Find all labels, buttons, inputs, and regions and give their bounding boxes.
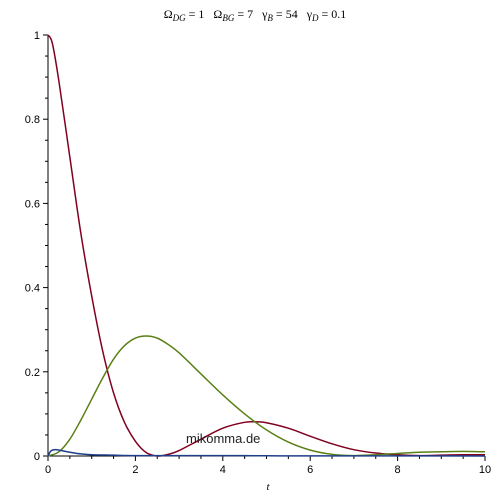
axes: 0 2 4 6 8 10 0 0.2 0.4 0.6 0.8 1	[25, 30, 491, 476]
watermark-annotation: mikomma.de	[186, 431, 260, 446]
y-tick-label: 0.6	[25, 198, 40, 210]
x-axis-label: t	[266, 481, 270, 493]
series-line-3	[47, 448, 486, 457]
title-value: = 54	[273, 7, 298, 21]
title-subscript: BG	[222, 13, 234, 23]
title-symbol: γ	[261, 7, 268, 21]
y-tick-label: 0.2	[25, 367, 40, 379]
title-subscript: B	[267, 13, 273, 23]
title-value: = 7	[234, 7, 253, 21]
chart-title: ΩDG = 1 ΩBG = 7 γB = 54 γD = 0.1	[164, 7, 347, 23]
title-value: = 1	[186, 7, 205, 21]
title-subscript: DG	[172, 13, 186, 23]
x-tick-label: 8	[395, 464, 401, 476]
y-tick-label: 0	[34, 451, 40, 463]
y-tick-label: 1	[34, 30, 40, 42]
series-line-1	[47, 34, 486, 457]
title-symbol: γ	[306, 7, 313, 21]
title-symbol: Ω	[164, 7, 173, 21]
x-tick-label: 10	[479, 464, 491, 476]
x-tick-label: 6	[307, 464, 313, 476]
x-tick-label: 2	[132, 464, 138, 476]
y-tick-label: 0.8	[25, 114, 40, 126]
title-value: = 0.1	[319, 7, 347, 21]
x-tick-label: 0	[45, 464, 51, 476]
title-subscript: D	[311, 13, 319, 23]
x-tick-label: 4	[220, 464, 226, 476]
chart-title-text: ΩDG = 1 ΩBG = 7 γB = 54 γD = 0.1	[164, 7, 347, 23]
y-tick-label: 0.4	[25, 283, 40, 295]
series-layer	[47, 34, 486, 457]
series-line-2	[47, 335, 486, 457]
title-symbol: Ω	[213, 7, 222, 21]
